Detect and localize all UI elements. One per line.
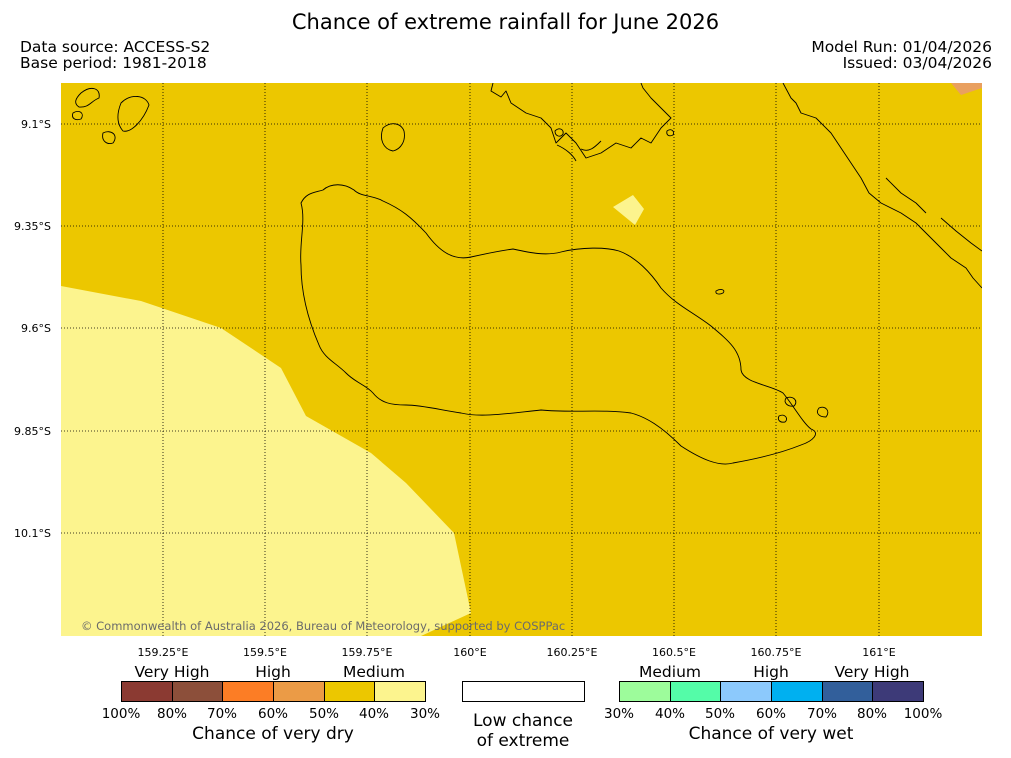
wet-swatch-70-80 (822, 682, 874, 701)
small-islet (715, 289, 725, 295)
lon-label-161: 161°E (862, 646, 896, 659)
dry-tick-80: 80% (156, 706, 188, 722)
issued-text: Issued: 03/04/2026 (842, 54, 992, 72)
wet-tick-80: 80% (856, 706, 888, 722)
dry-swatch-80-70 (172, 682, 224, 701)
coastlines (72, 83, 982, 465)
dry-category-medium: Medium (343, 663, 405, 681)
data-source-text: Data source: ACCESS-S2 (20, 38, 211, 56)
dry-tick-70: 70% (206, 706, 238, 722)
dry-swatch-70-60 (223, 682, 275, 701)
wet-category-medium: Medium (639, 663, 701, 681)
source-info: Data source: ACCESS-S2 Base period: 1981… (20, 39, 210, 71)
dry-swatch-40-30 (375, 682, 426, 701)
low-chance-label-line1: Low chance (473, 711, 573, 731)
low-dry-patch (613, 195, 644, 225)
malaita-west-coast (885, 177, 982, 252)
dry-tick-50: 50% (308, 706, 340, 722)
dry-tick-100: 100% (101, 706, 141, 722)
lon-label-159-5: 159.5°E (243, 646, 287, 659)
low-chance-swatch (462, 681, 585, 702)
lat-label-10-1: 10.1°S (14, 527, 51, 540)
wet-colorbar-title: Chance of very wet (688, 724, 854, 744)
wet-colorbar (619, 681, 924, 702)
dry-category-high: High (255, 663, 291, 681)
dry-tick-40: 40% (358, 706, 390, 722)
lon-label-160-5: 160.5°E (652, 646, 696, 659)
wet-tick-100: 100% (903, 706, 943, 722)
dry-tick-60: 60% (257, 706, 289, 722)
rainfall-map: © Commonwealth of Australia 2026, Bureau… (61, 83, 982, 636)
copyright-text: © Commonwealth of Australia 2026, Bureau… (81, 619, 565, 633)
run-info: Model Run: 01/04/2026 Issued: 03/04/2026 (811, 39, 992, 71)
florida-islands (490, 83, 672, 159)
lon-label-160-25: 160.25°E (546, 646, 598, 659)
wet-swatch-60-70 (772, 682, 823, 701)
lat-label-9-6: 9.6°S (21, 322, 51, 335)
model-run-text: Model Run: 01/04/2026 (811, 38, 992, 56)
dry-category-very-high: Very High (134, 663, 210, 681)
base-period-text: Base period: 1981-2018 (20, 54, 207, 72)
wet-tick-70: 70% (806, 706, 838, 722)
lon-label-160-75: 160.75°E (750, 646, 802, 659)
high-dry-corner (951, 83, 982, 95)
low-dry-region (61, 286, 471, 636)
low-chance-label-line2: of extreme (476, 731, 570, 751)
lon-label-159-75: 159.75°E (341, 646, 393, 659)
russell-islands (72, 87, 150, 144)
graticule (61, 83, 982, 636)
wet-swatch-80-100 (873, 682, 924, 701)
dry-colorbar-title: Chance of very dry (192, 724, 354, 744)
wet-category-high: High (753, 663, 789, 681)
savo-island (381, 123, 405, 152)
wet-category-very-high: Very High (834, 663, 910, 681)
lon-label-160: 160°E (453, 646, 487, 659)
nggela-islets (554, 128, 674, 137)
lat-label-9-35: 9.35°S (14, 220, 51, 233)
dry-swatch-50-40 (324, 682, 376, 701)
lat-label-9-85: 9.85°S (14, 425, 51, 438)
wet-swatch-50-60 (721, 682, 773, 701)
wet-swatch-30-40 (620, 682, 671, 701)
dry-tick-30: 30% (409, 706, 441, 722)
lat-label-9-1: 9.1°S (21, 118, 51, 131)
wet-tick-30: 30% (603, 706, 635, 722)
wet-tick-40: 40% (654, 706, 686, 722)
wet-swatch-40-50 (670, 682, 722, 701)
dry-swatch-60-50 (274, 682, 325, 701)
dry-colorbar (121, 681, 426, 702)
chart-title: Chance of extreme rainfall for June 2026 (291, 10, 720, 34)
dry-swatch-100-80 (122, 682, 173, 701)
wet-tick-60: 60% (755, 706, 787, 722)
florida-south-inlet (556, 140, 602, 162)
wet-tick-50: 50% (704, 706, 736, 722)
guadalcanal-coast (300, 184, 816, 465)
marau-islets (777, 396, 829, 423)
malaita-coast (782, 83, 982, 289)
lon-label-159-25: 159.25°E (137, 646, 189, 659)
